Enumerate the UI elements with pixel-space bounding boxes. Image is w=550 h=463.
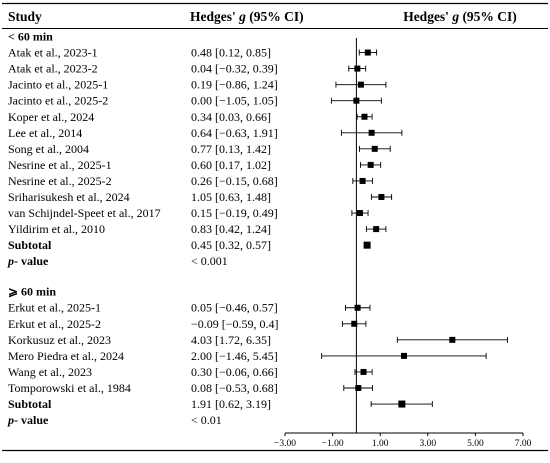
study-effect-text: 0.60 [0.17, 1.02]: [191, 158, 271, 172]
header-effect-size: Hedges' g (95% CI): [190, 9, 304, 24]
study-effect-text: 0.04 [−0.32, 0.39]: [191, 62, 278, 76]
study-label: Mero Piedra et al., 2024: [8, 349, 124, 363]
study-point: [364, 49, 371, 56]
study-label: Sriharisukesh et al., 2024: [8, 190, 130, 204]
study-effect-text: 0.00 [−1.05, 1.05]: [191, 94, 278, 108]
x-axis: −3.00 −1.00 1.00 3.00 5.00 7.00: [2, 38, 548, 452]
study-point: [354, 65, 361, 72]
p-value-suffix: - value: [14, 254, 49, 268]
study-effect-text: −0.09 [−0.59, 0.4]: [191, 317, 279, 331]
study-label: Erkut et al., 2025-2: [8, 317, 101, 331]
study-label: Lee et al., 2014: [8, 126, 82, 140]
subtotal-effect-text: 1.91 [0.62, 3.19]: [191, 397, 271, 411]
study-point: [357, 81, 364, 88]
study-point: [378, 194, 385, 200]
p-value-label: p- value: [7, 413, 49, 427]
subtotal-label: Subtotal: [8, 397, 52, 411]
study-label: Korkusuz et al., 2023: [8, 333, 111, 347]
study-effect-text: 0.19 [−0.86, 1.24]: [191, 78, 278, 92]
forest-rows: < 60 min Atak et al., 2023-1 0.48 [0.12, 0…: [7, 30, 508, 427]
study-label: Nesrine et al., 2025-2: [8, 174, 112, 188]
study-label: van Schijndel-Speet et al., 2017: [8, 206, 161, 220]
study-effect-text: 0.08 [−0.53, 0.68]: [191, 381, 278, 395]
p-value-text: < 0.001: [191, 254, 228, 268]
study-effect-text: 0.30 [−0.06, 0.66]: [191, 365, 278, 379]
study-point: [449, 336, 456, 343]
study-label: Koper et al., 2024: [8, 110, 94, 124]
study-point: [361, 113, 368, 120]
study-point: [354, 304, 361, 311]
study-label: Erkut et al., 2025-1: [8, 301, 101, 315]
p-value-label: p- value: [7, 254, 49, 268]
x-tick-label: 1.00: [372, 439, 389, 449]
x-tick-label: 7.00: [515, 439, 532, 449]
study-point: [367, 161, 374, 168]
study-effect-text: 0.64 [−0.63, 1.91]: [191, 126, 278, 140]
study-effect-text: 0.83 [0.42, 1.24]: [191, 222, 271, 236]
study-effect-text: 0.26 [−0.15, 0.68]: [191, 174, 278, 188]
study-label: Atak et al., 2023-1: [8, 46, 98, 60]
p-value-suffix: - value: [14, 413, 49, 427]
p-value-text: < 0.01: [191, 413, 222, 427]
group-title: < 60 min: [8, 30, 53, 44]
study-point: [373, 226, 380, 233]
study-label: Jacinto et al., 2025-1: [8, 78, 108, 92]
study-effect-text: 0.77 [0.13, 1.42]: [191, 142, 271, 156]
study-label: Atak et al., 2023-2: [8, 62, 98, 76]
study-point: [355, 384, 362, 391]
study-point: [360, 368, 367, 375]
x-tick-label: 5.00: [467, 439, 484, 449]
study-effect-text: 1.05 [0.63, 1.48]: [191, 190, 271, 204]
study-effect-text: 0.48 [0.12, 0.85]: [191, 46, 271, 60]
x-tick-label: 3.00: [419, 439, 436, 449]
study-point: [356, 210, 363, 217]
study-label: Tomporowski et al., 1984: [8, 381, 131, 395]
study-effect-text: 0.05 [−0.46, 0.57]: [191, 301, 278, 315]
x-tick-label: −1.00: [322, 439, 344, 449]
study-effect-text: 2.00 [−1.46, 5.45]: [191, 349, 278, 363]
subtotal-point: [363, 241, 371, 249]
x-tick-label: −3.00: [274, 439, 296, 449]
p-symbol: p: [7, 254, 14, 268]
study-point: [371, 145, 378, 152]
p-symbol: p: [7, 413, 14, 427]
study-point: [368, 129, 375, 136]
study-point: [359, 177, 366, 184]
study-effect-text: 0.34 [0.03, 0.66]: [191, 110, 271, 124]
study-effect-text: 0.15 [−0.19, 0.49]: [191, 206, 278, 220]
subtotal-effect-text: 0.45 [0.32, 0.57]: [191, 238, 271, 252]
header-plot-effect-size: Hedges' g (95% CI): [403, 9, 517, 24]
study-label: Yildirim et al., 2010: [8, 222, 105, 236]
study-label: Song et al., 2004: [8, 142, 89, 156]
study-label: Wang et al., 2023: [8, 365, 92, 379]
study-label: Nesrine et al., 2025-1: [8, 158, 112, 172]
study-label: Jacinto et al., 2025-2: [8, 94, 108, 108]
study-point: [401, 352, 407, 359]
study-effect-text: 4.03 [1.72, 6.35]: [191, 333, 271, 347]
study-point: [351, 320, 358, 327]
subtotal-label: Subtotal: [8, 238, 52, 252]
subtotal-point: [398, 400, 406, 408]
group-title: ⩾ 60 min: [8, 285, 56, 299]
header-study: Study: [8, 9, 42, 24]
